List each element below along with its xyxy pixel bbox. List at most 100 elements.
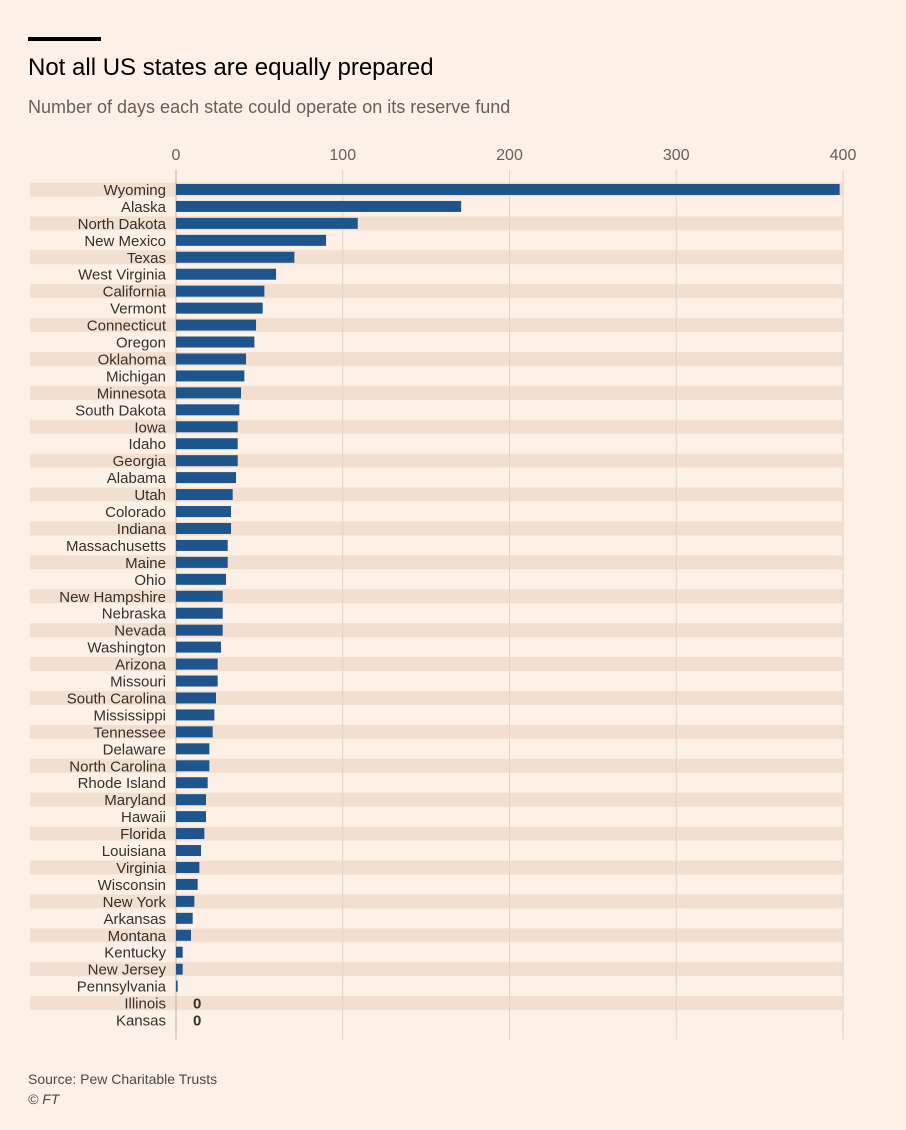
bar bbox=[176, 692, 217, 704]
category-label: North Dakota bbox=[78, 216, 167, 233]
bar bbox=[176, 234, 327, 246]
bar bbox=[176, 912, 193, 924]
chart-subtitle: Number of days each state could operate … bbox=[28, 97, 511, 117]
category-label: Florida bbox=[120, 826, 167, 843]
copyright-note: © FT bbox=[28, 1091, 60, 1107]
category-label: Indiana bbox=[117, 521, 167, 538]
category-label: Hawaii bbox=[121, 809, 166, 826]
x-tick-label: 300 bbox=[663, 147, 690, 164]
category-label: North Carolina bbox=[69, 758, 166, 775]
x-tick-label: 400 bbox=[830, 147, 857, 164]
category-label: Connecticut bbox=[87, 318, 167, 335]
bar bbox=[176, 895, 195, 907]
bar bbox=[176, 522, 232, 534]
bar bbox=[176, 472, 237, 484]
bar bbox=[176, 946, 183, 958]
row-stripe bbox=[30, 623, 843, 638]
bar bbox=[176, 573, 227, 585]
row-stripe bbox=[30, 555, 843, 570]
bar bbox=[176, 590, 223, 602]
bar bbox=[176, 675, 218, 687]
x-tick-label: 0 bbox=[172, 147, 181, 164]
category-label: Nevada bbox=[114, 623, 166, 640]
category-label: Arizona bbox=[115, 657, 167, 674]
category-label: West Virginia bbox=[78, 267, 166, 284]
category-label: New Jersey bbox=[88, 962, 167, 979]
bar bbox=[176, 777, 208, 789]
category-label: Idaho bbox=[128, 436, 166, 453]
category-label: Louisiana bbox=[102, 843, 167, 860]
bar bbox=[176, 506, 232, 518]
bar bbox=[176, 624, 223, 636]
row-stripe bbox=[30, 758, 843, 773]
row-stripe bbox=[30, 589, 843, 604]
bar bbox=[176, 251, 295, 263]
row-stripe bbox=[30, 826, 843, 841]
row-stripe bbox=[30, 521, 843, 536]
category-label: New York bbox=[103, 894, 167, 911]
bar bbox=[176, 539, 228, 551]
bar bbox=[176, 438, 238, 450]
category-label: Pennsylvania bbox=[77, 979, 167, 996]
bar bbox=[176, 929, 192, 941]
row-stripe bbox=[30, 860, 843, 875]
category-label: Kansas bbox=[116, 1013, 166, 1030]
category-label: Vermont bbox=[110, 301, 167, 318]
category-label: Mississippi bbox=[93, 707, 166, 724]
data-label: 0 bbox=[193, 1013, 201, 1030]
bar bbox=[176, 268, 277, 280]
row-stripe bbox=[30, 792, 843, 807]
bar bbox=[176, 489, 233, 501]
category-label: Georgia bbox=[113, 453, 167, 470]
bar bbox=[176, 743, 210, 755]
bar bbox=[176, 963, 183, 975]
bar bbox=[176, 183, 840, 195]
bar bbox=[176, 845, 202, 857]
bar bbox=[176, 794, 207, 806]
row-stripe bbox=[30, 962, 843, 977]
category-label: Arkansas bbox=[103, 911, 166, 928]
category-label: Maryland bbox=[104, 792, 166, 809]
bar bbox=[176, 285, 265, 297]
category-label: Montana bbox=[108, 928, 167, 945]
category-label: Virginia bbox=[116, 860, 166, 877]
category-label: Kentucky bbox=[104, 945, 166, 962]
category-label: Oregon bbox=[116, 335, 166, 352]
row-stripe bbox=[30, 487, 843, 502]
row-stripe bbox=[30, 996, 843, 1011]
row-stripe bbox=[30, 928, 843, 943]
category-label: Rhode Island bbox=[78, 775, 166, 792]
category-label: Utah bbox=[134, 487, 166, 504]
data-label: 0 bbox=[193, 996, 201, 1013]
category-label: Alabama bbox=[107, 470, 167, 487]
bar bbox=[176, 319, 257, 331]
category-label: Washington bbox=[87, 640, 166, 657]
bar bbox=[176, 980, 178, 992]
chart-title: Not all US states are equally prepared bbox=[28, 54, 434, 81]
x-tick-label: 100 bbox=[329, 147, 356, 164]
bar bbox=[176, 387, 242, 399]
category-label: California bbox=[103, 284, 167, 301]
bar bbox=[176, 878, 198, 890]
row-stripe bbox=[30, 657, 843, 672]
category-label: Oklahoma bbox=[98, 351, 167, 368]
category-label: Massachusetts bbox=[66, 538, 166, 555]
category-label: Wyoming bbox=[104, 182, 166, 199]
category-label: New Hampshire bbox=[59, 589, 166, 606]
bar bbox=[176, 455, 238, 467]
bar bbox=[176, 641, 222, 653]
category-label: Missouri bbox=[110, 674, 166, 691]
category-label: Alaska bbox=[121, 199, 167, 216]
bar bbox=[176, 404, 240, 416]
row-stripe bbox=[30, 894, 843, 909]
row-stripe bbox=[30, 724, 843, 739]
bar bbox=[176, 336, 255, 348]
bar bbox=[176, 709, 215, 721]
category-label: Maine bbox=[125, 555, 166, 572]
category-label: Ohio bbox=[134, 572, 166, 589]
category-label: Delaware bbox=[103, 741, 166, 758]
category-label: Texas bbox=[127, 250, 166, 267]
category-label: Tennessee bbox=[93, 724, 166, 741]
bar bbox=[176, 302, 263, 314]
source-note: Source: Pew Charitable Trusts bbox=[28, 1071, 218, 1087]
